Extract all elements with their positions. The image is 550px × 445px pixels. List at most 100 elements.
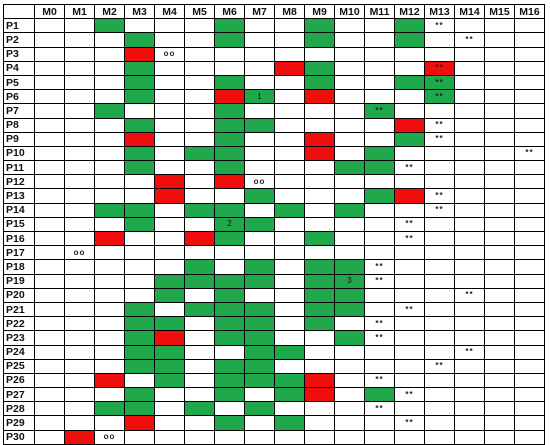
part-row: P25 ** <box>3 358 545 374</box>
empty-cell <box>34 316 65 332</box>
empty-cell <box>184 18 215 34</box>
empty-cell: ** <box>394 387 425 403</box>
empty-cell <box>184 74 215 91</box>
empty-cell <box>64 174 95 190</box>
part-row: P17 oo <box>3 245 545 261</box>
empty-cell <box>184 46 215 62</box>
empty-cell <box>184 429 215 445</box>
empty-cell <box>184 60 215 76</box>
empty-cell <box>454 60 485 76</box>
part-label: P4 <box>3 60 35 76</box>
empty-cell <box>34 202 65 218</box>
cell-mark: ** <box>375 105 384 115</box>
empty-cell <box>334 401 365 417</box>
machine-header: M11 <box>364 3 395 20</box>
empty-cell <box>394 259 425 275</box>
empty-cell <box>34 245 65 261</box>
empty-cell <box>94 32 125 48</box>
empty-cell <box>424 32 455 48</box>
assigned-cell <box>124 89 155 105</box>
empty-cell <box>424 401 455 417</box>
assigned-cell <box>124 117 155 133</box>
assigned-cell <box>274 415 305 431</box>
part-row: P3 oo <box>3 46 545 62</box>
empty-cell <box>514 245 545 261</box>
part-row: P5 ** <box>3 74 545 91</box>
part-label: P21 <box>3 301 35 318</box>
assigned-cell <box>244 358 275 374</box>
cell-mark: ** <box>405 389 414 399</box>
empty-cell <box>64 259 95 275</box>
assigned-cell <box>154 358 185 374</box>
cell-mark: ** <box>435 361 444 371</box>
empty-cell <box>34 287 65 303</box>
part-row: P30 oo <box>3 429 545 445</box>
part-row: P18 ** <box>3 259 545 275</box>
cell-mark: ** <box>465 34 474 44</box>
exceptional-cell <box>154 330 185 346</box>
empty-cell <box>124 103 155 119</box>
assigned-cell <box>304 301 335 318</box>
empty-cell <box>184 344 215 360</box>
cell-mark: ** <box>435 134 444 144</box>
assigned-cell <box>244 330 275 346</box>
empty-cell <box>394 174 425 190</box>
empty-cell <box>244 145 275 162</box>
empty-cell <box>154 89 185 105</box>
empty-cell <box>364 358 395 374</box>
empty-cell <box>394 429 425 445</box>
empty-cell <box>484 202 515 218</box>
empty-cell <box>364 415 395 431</box>
empty-cell: ** <box>424 18 455 34</box>
empty-cell <box>184 358 215 374</box>
assigned-cell <box>244 301 275 318</box>
empty-cell <box>244 131 275 147</box>
empty-cell <box>484 18 515 34</box>
empty-cell <box>124 273 155 289</box>
empty-cell <box>364 46 395 62</box>
empty-cell <box>94 174 125 190</box>
empty-cell <box>334 344 365 360</box>
part-label: P5 <box>3 74 35 91</box>
part-row: P8 ** <box>3 117 545 133</box>
empty-cell <box>34 117 65 133</box>
empty-cell <box>94 60 125 76</box>
empty-cell <box>154 74 185 91</box>
machine-header: M16 <box>514 3 545 20</box>
empty-cell <box>94 145 125 162</box>
assigned-cell <box>124 216 155 233</box>
empty-cell <box>394 358 425 374</box>
empty-cell <box>394 46 425 62</box>
empty-cell <box>364 344 395 360</box>
empty-cell <box>64 387 95 403</box>
empty-cell <box>364 74 395 91</box>
assigned-cell <box>304 259 335 275</box>
assigned-cell <box>394 18 425 34</box>
empty-cell <box>94 89 125 105</box>
empty-cell <box>484 245 515 261</box>
empty-cell <box>34 60 65 76</box>
empty-cell <box>64 74 95 91</box>
part-row: P10 ** <box>3 145 545 162</box>
machine-header: M13 <box>424 3 455 20</box>
assigned-cell <box>214 18 245 34</box>
empty-cell <box>124 259 155 275</box>
part-label: P25 <box>3 358 35 374</box>
empty-cell <box>124 372 155 389</box>
assigned-cell <box>124 316 155 332</box>
empty-cell: ** <box>394 160 425 176</box>
assigned-cell <box>214 202 245 218</box>
part-row: P19 3 ** <box>3 273 545 289</box>
empty-cell <box>484 32 515 48</box>
empty-cell <box>34 259 65 275</box>
empty-cell <box>34 103 65 119</box>
part-label: P7 <box>3 103 35 119</box>
empty-cell <box>214 344 245 360</box>
assigned-cell <box>154 372 185 389</box>
empty-cell <box>394 60 425 76</box>
empty-cell <box>334 46 365 62</box>
empty-cell <box>454 145 485 162</box>
exceptional-cell <box>124 46 155 62</box>
empty-cell <box>454 89 485 105</box>
empty-cell <box>484 287 515 303</box>
